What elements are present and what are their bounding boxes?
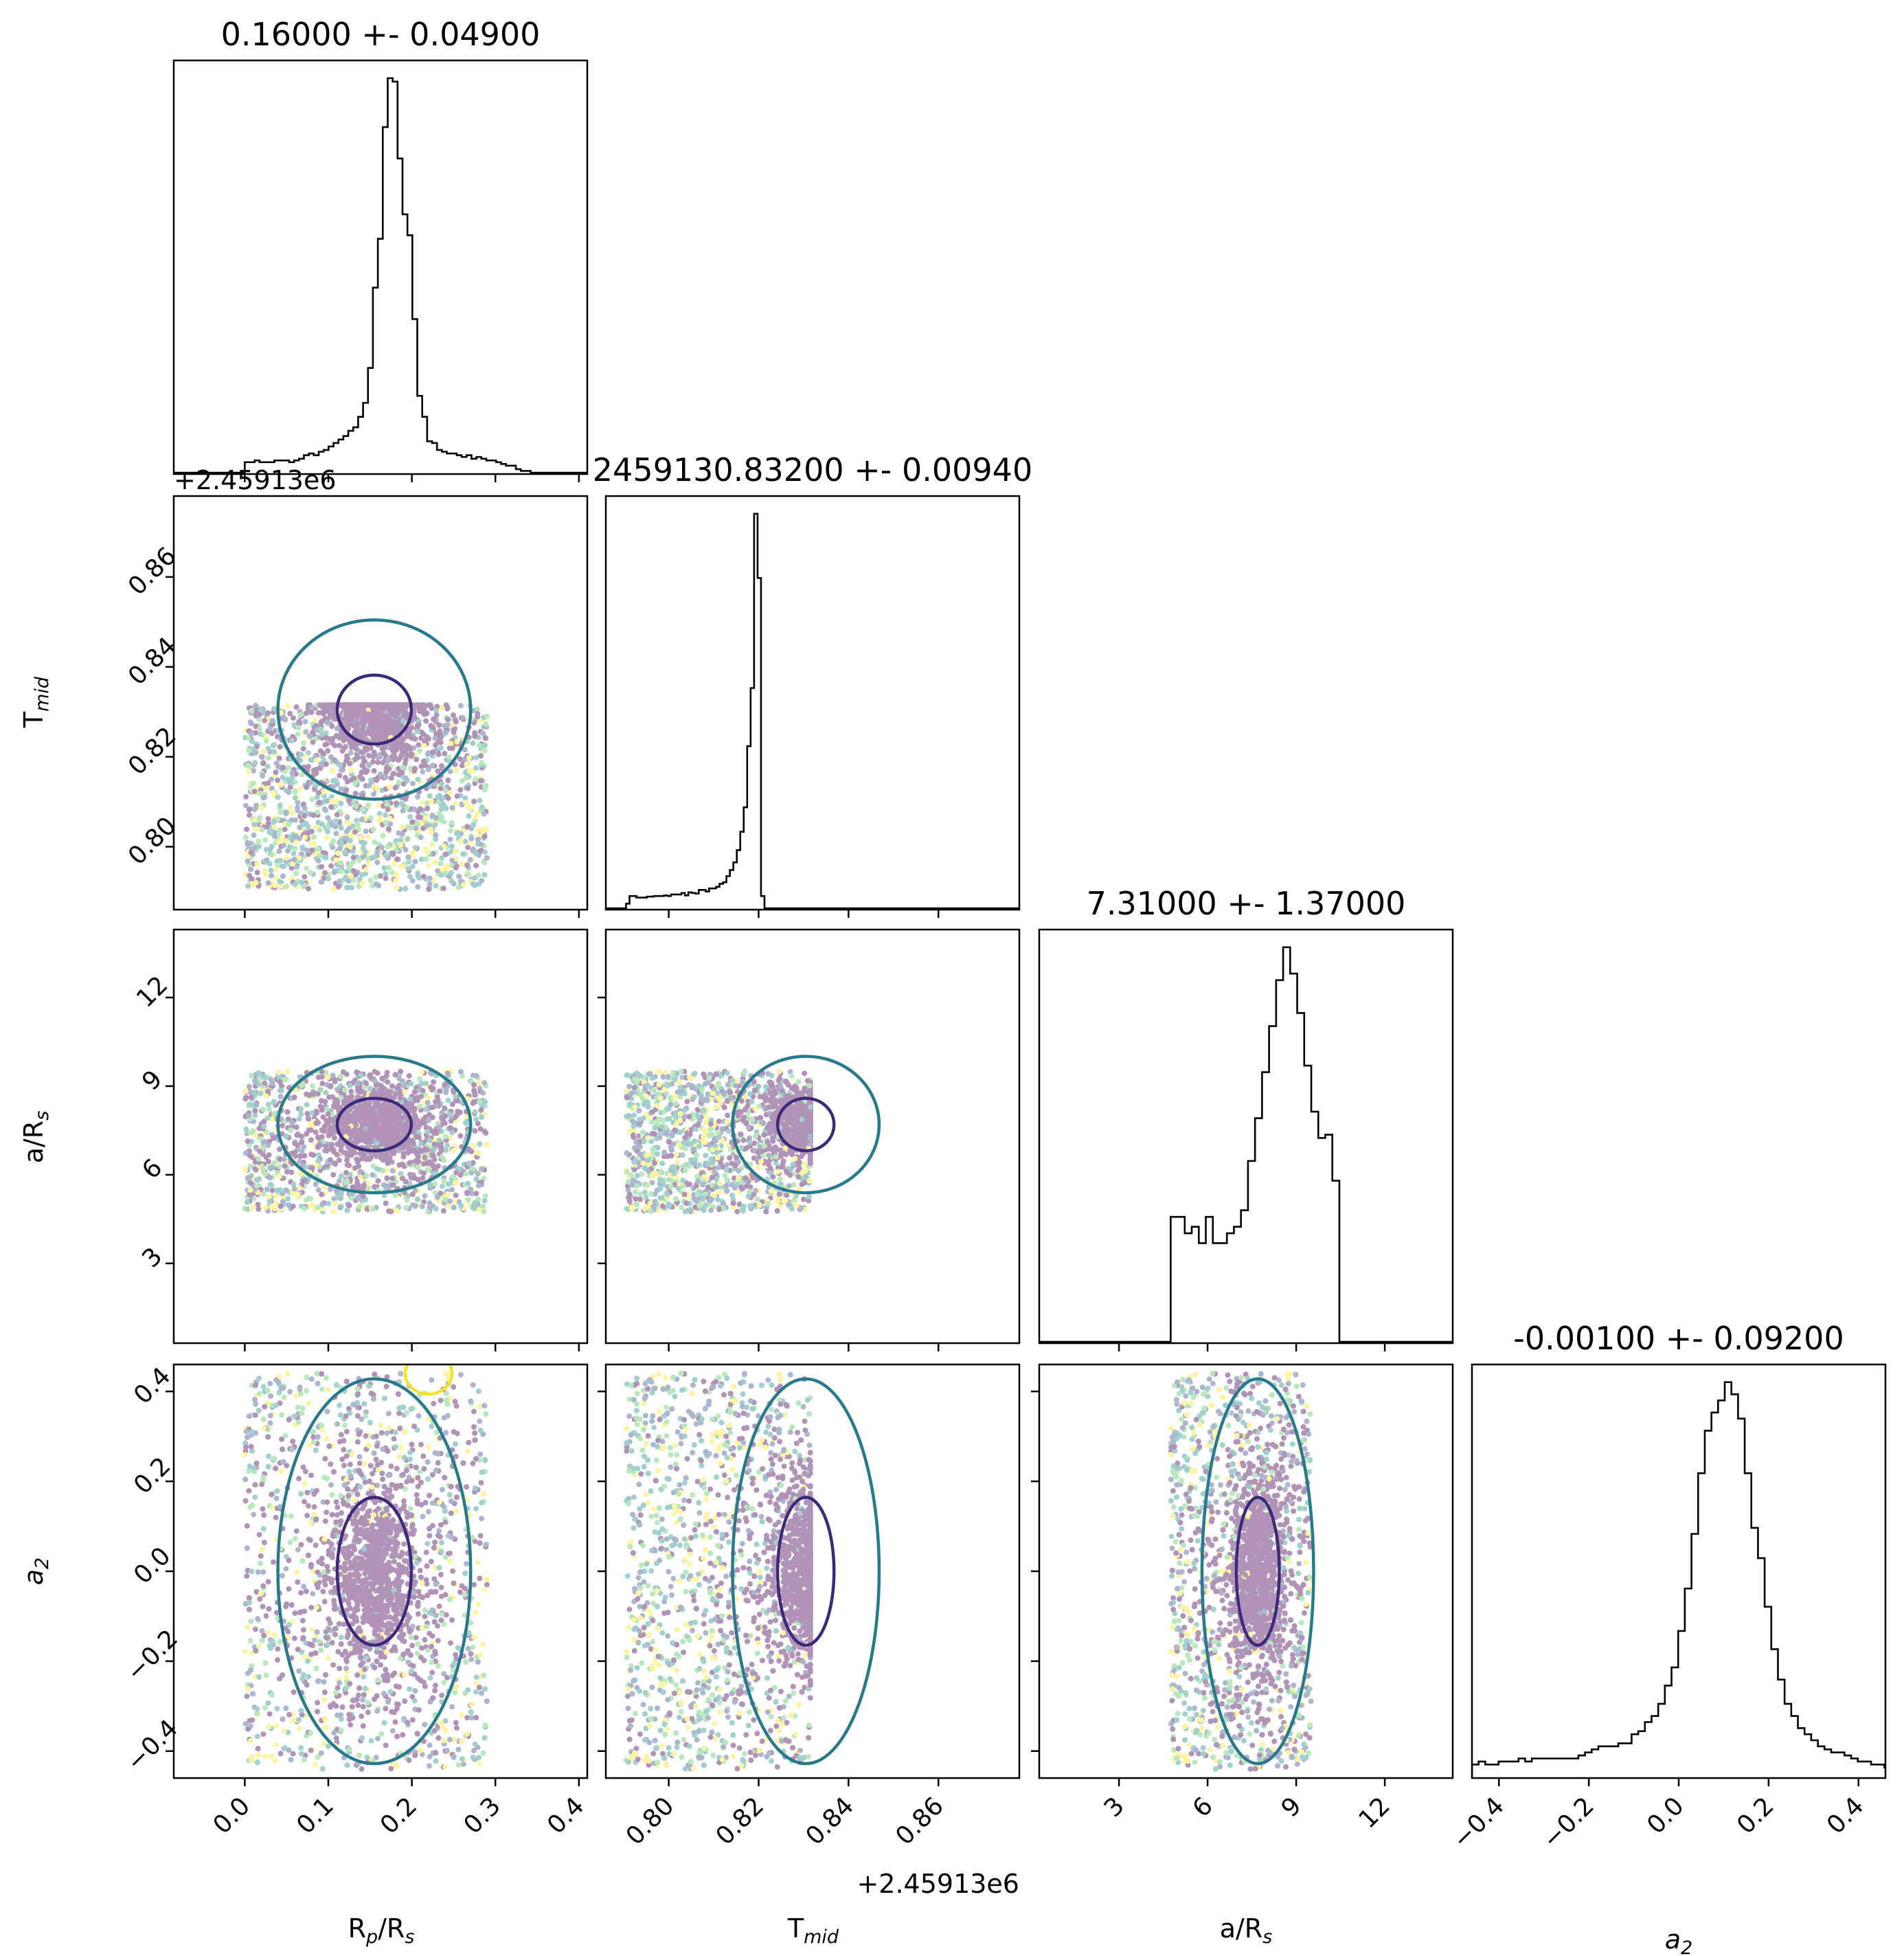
xtick-label-a2: 0.2 — [1732, 1792, 1779, 1839]
xtick-label-a2: −0.2 — [1537, 1792, 1600, 1854]
histogram-a2 — [1472, 1381, 1885, 1778]
contour-inner — [335, 1496, 413, 1647]
xtick-label-rp_rs: 0.3 — [459, 1792, 506, 1839]
panel-a_rs-vs-a2: 3 6 9 12 — [1031, 1363, 1454, 1834]
xtick-label-a2: −0.4 — [1447, 1792, 1510, 1854]
yoffset-t-mid: +2.45913e6 — [174, 465, 337, 495]
ytick-label-a_rs: 6 — [137, 1154, 168, 1184]
title-a2: -0.00100 +- 0.09200 — [1513, 1320, 1844, 1357]
scatter-t_mid-a2 — [623, 1371, 813, 1772]
panel-t_mid-vs-a2: 0.80 0.82 0.84 0.86 — [598, 1363, 1021, 1851]
contour-outer — [276, 618, 473, 801]
ytick-label-a2: 0.2 — [128, 1452, 176, 1499]
contour-yellow — [403, 1364, 454, 1396]
panel-t_mid-vs-t_mid: 2459130.83200 +- 0.00940 — [593, 451, 1032, 918]
ytick-label-a_rs: 9 — [137, 1065, 168, 1096]
contour-outer — [731, 1055, 881, 1195]
xtick-label-a2: 0.4 — [1822, 1792, 1869, 1839]
contour-outer — [276, 1055, 473, 1195]
contour-outer — [276, 1377, 473, 1766]
xtick-label-t_mid: 0.84 — [800, 1792, 859, 1851]
xlabel-rp_rs: Rp/Rs — [348, 1913, 415, 1948]
histogram-rp_rs — [174, 77, 587, 474]
contour-outer — [1200, 1377, 1315, 1766]
title-t_mid: 2459130.83200 +- 0.00940 — [593, 451, 1032, 488]
xlabel-a_rs: a/Rs — [1220, 1913, 1273, 1948]
histogram-a_rs — [1039, 946, 1453, 1343]
xtick-label-rp_rs: 0.0 — [208, 1792, 256, 1839]
xtick-label-t_mid: 0.80 — [621, 1792, 680, 1851]
panel-rp_rs-vs-a2: 0.0 0.1 0.2 0.3 0.4−0.4−0.20.00.20.4 — [121, 1362, 589, 1839]
ylabel-a_rs: a/Rs — [19, 1111, 53, 1164]
panel-rp_rs-vs-t_mid: 0.800.820.840.86 — [123, 495, 589, 918]
ytick-label-a2: 0.4 — [128, 1362, 176, 1409]
histogram-t_mid — [606, 513, 1019, 910]
panel-rp_rs-vs-a_rs: 3 6 9 12 — [131, 928, 589, 1351]
xtick-label-a_rs: 3 — [1099, 1792, 1130, 1823]
ytick-label-a2: 0.0 — [128, 1542, 176, 1589]
xtick-label-t_mid: 0.82 — [711, 1792, 770, 1851]
xtick-label-a_rs: 12 — [1353, 1792, 1395, 1834]
contour-outer — [731, 1377, 881, 1766]
scatter-t_mid-a_rs — [623, 1068, 813, 1215]
xtick-label-rp_rs: 0.2 — [375, 1792, 422, 1839]
scatter-a_rs-a2 — [1168, 1371, 1314, 1772]
xtick-label-t_mid: 0.86 — [890, 1792, 949, 1851]
xlabel-t_mid: Tmid — [787, 1913, 839, 1948]
xtick-label-rp_rs: 0.4 — [542, 1792, 589, 1839]
xtick-label-rp_rs: 0.1 — [291, 1792, 339, 1839]
ytick-label-a_rs: 12 — [131, 971, 173, 1013]
ytick-label-a_rs: 3 — [137, 1242, 168, 1273]
ylabel-t_mid: Tmid — [19, 676, 53, 728]
ylabel-a2: a2 — [19, 1558, 53, 1585]
xtick-label-a2: 0.0 — [1642, 1792, 1689, 1839]
title-rp_rs: 0.16000 +- 0.04900 — [221, 16, 541, 53]
contour-inner — [335, 1097, 413, 1153]
xtick-label-a_rs: 9 — [1276, 1792, 1307, 1823]
contour-inner — [1234, 1496, 1281, 1647]
scatter-rp_rs-t_mid — [242, 702, 490, 892]
xtick-label-a_rs: 6 — [1188, 1792, 1219, 1823]
scatter-rp_rs-a_rs — [242, 1068, 490, 1215]
contour-inner — [775, 1097, 836, 1153]
contour-inner — [335, 673, 413, 746]
xoffset-t-mid: +2.45913e6 — [857, 1869, 1019, 1899]
panel-a2-vs-a2: -0.00100 +- 0.09200 −0.4 −0.2 0.0 0.2 0.4 — [1447, 1320, 1887, 1854]
xlabel-a2: a2 — [1665, 1924, 1692, 1956]
panel-a_rs-vs-a_rs: 7.31000 +- 1.37000 — [1038, 885, 1454, 1351]
title-a_rs: 7.31000 +- 1.37000 — [1087, 885, 1406, 922]
panel-t_mid-vs-a_rs — [598, 928, 1021, 1351]
panel-rp_rs-vs-rp_rs: 0.16000 +- 0.04900 — [172, 16, 589, 482]
contour-inner — [775, 1496, 836, 1647]
